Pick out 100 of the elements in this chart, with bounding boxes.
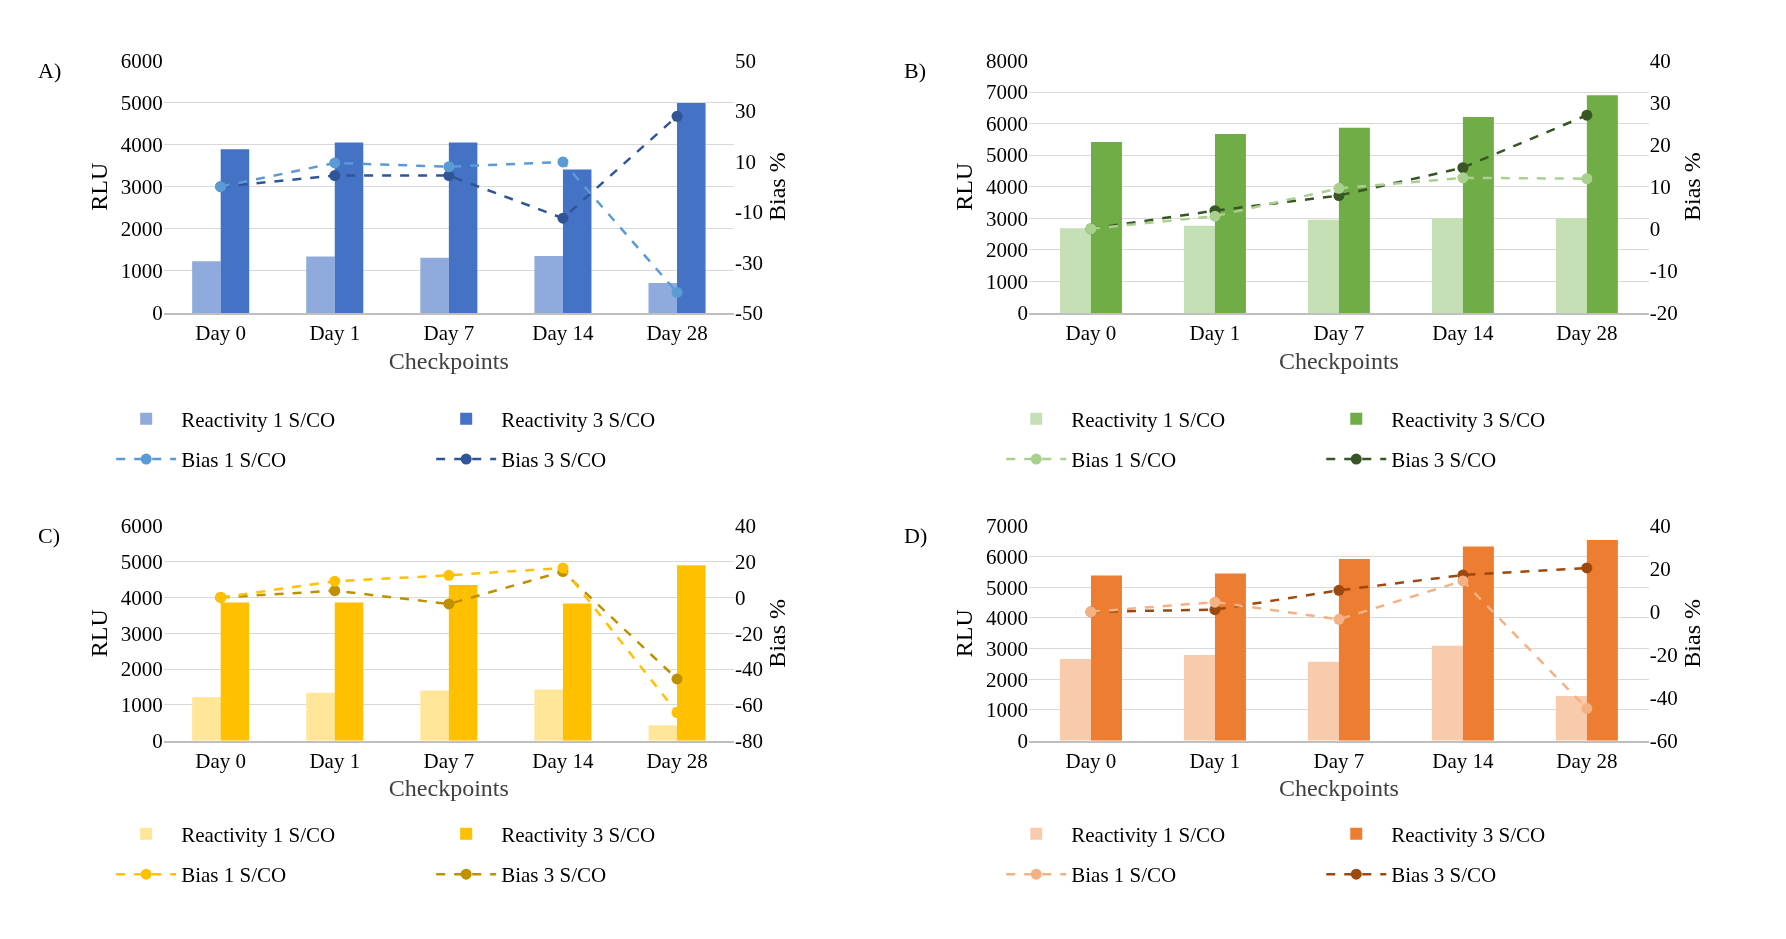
- x-axis-title: Checkpoints: [1278, 347, 1399, 374]
- legend-label: Reactivity 1 S/CO: [181, 408, 336, 433]
- x-tick-label: Day 1: [1189, 320, 1241, 345]
- y-tick-label: 2000: [120, 657, 163, 682]
- legend-label: Reactivity 1 S/CO: [181, 823, 336, 848]
- legend-label: Reactivity 1 S/CO: [1071, 823, 1226, 848]
- x-tick-label: Day 1: [309, 320, 361, 345]
- y-tick-label: 1000: [120, 259, 163, 284]
- y-tick-label: 4000: [120, 132, 163, 157]
- x-tick-label: Day 14: [1432, 320, 1494, 345]
- y-tick-label: 4000: [120, 585, 163, 610]
- y-tick-label: 1000: [120, 693, 163, 718]
- y-tick-label: 5000: [985, 575, 1028, 600]
- y-tick-label: 5000: [120, 90, 163, 115]
- y-tick-label: 6000: [120, 48, 163, 73]
- y2-axis-title: Bias %: [1679, 152, 1706, 222]
- y-tick-label: 6000: [120, 514, 163, 539]
- y2-tick-label: -10: [735, 200, 764, 225]
- legend-label: Bias 1 S/CO: [181, 448, 287, 473]
- legend-label: Bias 3 S/CO: [1391, 448, 1497, 473]
- legend-label: Reactivity 3 S/CO: [501, 408, 656, 433]
- y-tick-label: 0: [152, 729, 163, 754]
- y-tick-label: 8000: [985, 48, 1028, 73]
- y-tick-label: 1000: [985, 698, 1028, 723]
- y2-tick-label: 50: [735, 48, 757, 73]
- y-tick-label: 6000: [985, 111, 1028, 136]
- y-axis-title: RLU: [85, 609, 112, 658]
- legend-label: Reactivity 3 S/CO: [501, 823, 656, 848]
- legend-label: Bias 1 S/CO: [181, 863, 287, 888]
- x-tick-label: Day 28: [1556, 748, 1618, 773]
- y-axis-title: RLU: [951, 609, 978, 658]
- y2-tick-label: 20: [1649, 132, 1671, 157]
- y-tick-label: 4000: [985, 175, 1028, 200]
- x-tick-label: Day 1: [1189, 748, 1241, 773]
- chart-title: A): [38, 58, 62, 83]
- y2-tick-label: 30: [1649, 90, 1671, 115]
- legend-label: Bias 1 S/CO: [1071, 863, 1177, 888]
- x-tick-label: Day 14: [532, 748, 595, 773]
- y2-tick-label: 20: [735, 550, 757, 575]
- y2-tick-label: 40: [1649, 514, 1671, 539]
- y-tick-label: 5000: [985, 143, 1028, 168]
- y2-tick-label: -40: [735, 657, 764, 682]
- y2-tick-label: 30: [735, 99, 757, 124]
- x-tick-label: Day 14: [1432, 748, 1494, 773]
- legend-label: Bias 3 S/CO: [501, 448, 607, 473]
- y2-axis-title: Bias %: [764, 598, 791, 668]
- y-tick-label: 0: [152, 301, 163, 326]
- y2-tick-label: -10: [1649, 259, 1678, 284]
- x-tick-label: Day 7: [423, 748, 475, 773]
- x-axis-title: Checkpoints: [388, 775, 509, 802]
- y-tick-label: 2000: [120, 217, 163, 242]
- x-tick-label: Day 7: [1313, 320, 1365, 345]
- y2-tick-label: 40: [735, 514, 757, 539]
- y2-axis-title: Bias %: [1679, 598, 1706, 668]
- y-tick-label: 3000: [985, 636, 1028, 661]
- y2-tick-label: -80: [735, 729, 764, 754]
- x-tick-label: Day 14: [532, 320, 595, 345]
- y-tick-label: 0: [1017, 729, 1028, 754]
- x-tick-label: Day 28: [1556, 320, 1618, 345]
- x-tick-label: Day 0: [1065, 748, 1117, 773]
- y2-tick-label: 20: [1649, 557, 1671, 582]
- y-tick-label: 3000: [120, 621, 163, 646]
- y-tick-label: 7000: [985, 80, 1028, 105]
- y2-tick-label: 40: [1649, 48, 1671, 73]
- y-tick-label: 6000: [985, 544, 1028, 569]
- y-tick-label: 0: [1017, 301, 1028, 326]
- y2-tick-label: -60: [735, 693, 764, 718]
- y-tick-label: 7000: [985, 514, 1028, 539]
- legend-label: Bias 3 S/CO: [501, 863, 607, 888]
- legend-label: Bias 3 S/CO: [1391, 863, 1497, 888]
- legend-label: Reactivity 1 S/CO: [1071, 408, 1226, 433]
- chart-title: C): [38, 523, 60, 548]
- y2-tick-label: -30: [735, 250, 764, 275]
- legend-label: Reactivity 3 S/CO: [1391, 408, 1546, 433]
- y-tick-label: 2000: [985, 238, 1028, 263]
- y2-tick-label: -50: [735, 301, 764, 326]
- x-axis-title: Checkpoints: [388, 347, 509, 374]
- y-tick-label: 5000: [120, 550, 163, 575]
- chart-title: D): [904, 523, 928, 548]
- y2-tick-label: -20: [1649, 301, 1678, 326]
- y2-tick-label: 10: [1649, 175, 1671, 200]
- x-tick-label: Day 0: [1065, 320, 1117, 345]
- y2-tick-label: 0: [1649, 600, 1661, 625]
- chart-title: B): [904, 58, 926, 83]
- y-tick-label: 4000: [985, 606, 1028, 631]
- y-tick-label: 3000: [985, 206, 1028, 231]
- y2-tick-label: 0: [1649, 217, 1661, 242]
- y-tick-label: 3000: [120, 175, 163, 200]
- legend-label: Reactivity 3 S/CO: [1391, 823, 1546, 848]
- x-tick-label: Day 1: [309, 748, 361, 773]
- x-tick-label: Day 0: [195, 748, 247, 773]
- y-tick-label: 2000: [985, 667, 1028, 692]
- y-axis-title: RLU: [85, 162, 112, 211]
- y2-axis-title: Bias %: [764, 152, 791, 222]
- legend-label: Bias 1 S/CO: [1071, 448, 1177, 473]
- x-tick-label: Day 28: [646, 320, 708, 345]
- y2-tick-label: 0: [735, 585, 746, 610]
- y-tick-label: 1000: [985, 269, 1028, 294]
- y2-tick-label: -20: [1649, 643, 1678, 668]
- y2-tick-label: -40: [1649, 686, 1678, 711]
